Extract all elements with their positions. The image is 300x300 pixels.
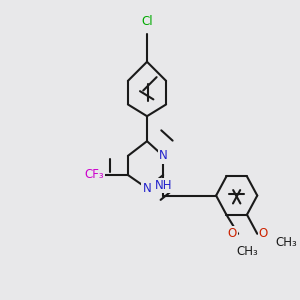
Text: Cl: Cl	[141, 15, 153, 28]
Text: CF₃: CF₃	[84, 169, 104, 182]
Text: NH: NH	[154, 179, 172, 192]
Text: O: O	[259, 227, 268, 240]
Text: O: O	[227, 227, 237, 240]
Text: CH₃: CH₃	[236, 245, 258, 258]
Text: CH₃: CH₃	[275, 236, 297, 249]
Text: N: N	[159, 149, 168, 162]
Text: N: N	[142, 182, 152, 195]
